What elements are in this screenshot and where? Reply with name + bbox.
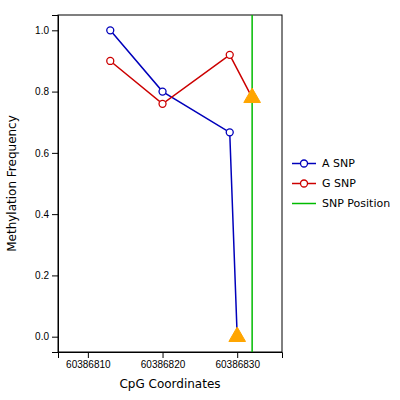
x-axis-tick-label: 60386810 [66, 359, 111, 370]
chart: 60386810 60386820 60386830 0.0 0.2 0.4 0.6 0.8 1… [0, 0, 400, 400]
series-line [110, 55, 252, 104]
point [107, 27, 114, 34]
y-axis-tick-mark [52, 214, 58, 215]
legend-marker [301, 180, 308, 187]
plot-frame [58, 15, 282, 352]
y-axis-tick: 0.6 [35, 148, 58, 159]
y-axis-tick: 1.0 [35, 25, 58, 36]
y-axis-tick-label: 0.6 [35, 148, 49, 159]
x-axis-line [59, 353, 283, 359]
y-axis-tick: 0.4 [35, 209, 58, 220]
y-axis-tick-label: 0.4 [35, 209, 49, 220]
y-axis-tick: 0.8 [35, 86, 58, 97]
point [159, 100, 166, 107]
y-axis-title: Methylation Frequency [5, 115, 19, 252]
y-axis-tick-mark [52, 337, 58, 338]
legend-item: A SNP [292, 157, 355, 170]
point [107, 57, 114, 64]
x-axis-tick-mark [163, 352, 164, 358]
legend-label: G SNP [322, 177, 356, 190]
point [226, 51, 233, 58]
x-axis-tick: 60386830 [215, 352, 260, 370]
y-axis: 0.0 0.2 0.4 0.6 0.8 1.0 [35, 16, 58, 353]
legend-swatch [292, 203, 316, 205]
legend-item: SNP Position [292, 197, 390, 210]
x-axis-tick-label: 60386830 [215, 359, 260, 370]
y-axis-tick: 0.2 [35, 270, 58, 281]
point [159, 88, 166, 95]
x-axis-tick-label: 60386820 [141, 359, 186, 370]
x-axis-tick: 60386820 [141, 352, 186, 370]
legend: A SNP G SNP SNP Position [292, 157, 390, 210]
point [226, 129, 233, 136]
marker [244, 88, 261, 102]
legend-label: A SNP [322, 157, 355, 170]
marker [229, 327, 246, 341]
y-axis-tick: 0.0 [35, 331, 58, 342]
x-axis-tick-mark [88, 352, 89, 358]
legend-marker [301, 160, 308, 167]
y-axis-tick-mark [52, 153, 58, 154]
y-axis-line [52, 16, 59, 353]
legend-item: G SNP [292, 177, 356, 190]
y-axis-tick-mark [52, 275, 58, 276]
plot-area [107, 15, 261, 352]
y-axis-tick-mark [52, 92, 58, 93]
x-axis-tick: 60386810 [66, 352, 111, 370]
y-axis-tick-label: 0.0 [35, 331, 49, 342]
x-axis: 60386810 60386820 60386830 [59, 352, 283, 370]
x-axis-title: CpG Coordinates [119, 377, 220, 391]
y-axis-tick-label: 1.0 [35, 25, 49, 36]
y-axis-tick-mark [52, 30, 58, 31]
y-axis-tick-label: 0.2 [35, 270, 49, 281]
snp-line [251, 15, 253, 352]
legend-label: SNP Position [322, 197, 390, 210]
x-axis-tick-mark [237, 352, 238, 358]
y-axis-tick-label: 0.8 [35, 86, 49, 97]
